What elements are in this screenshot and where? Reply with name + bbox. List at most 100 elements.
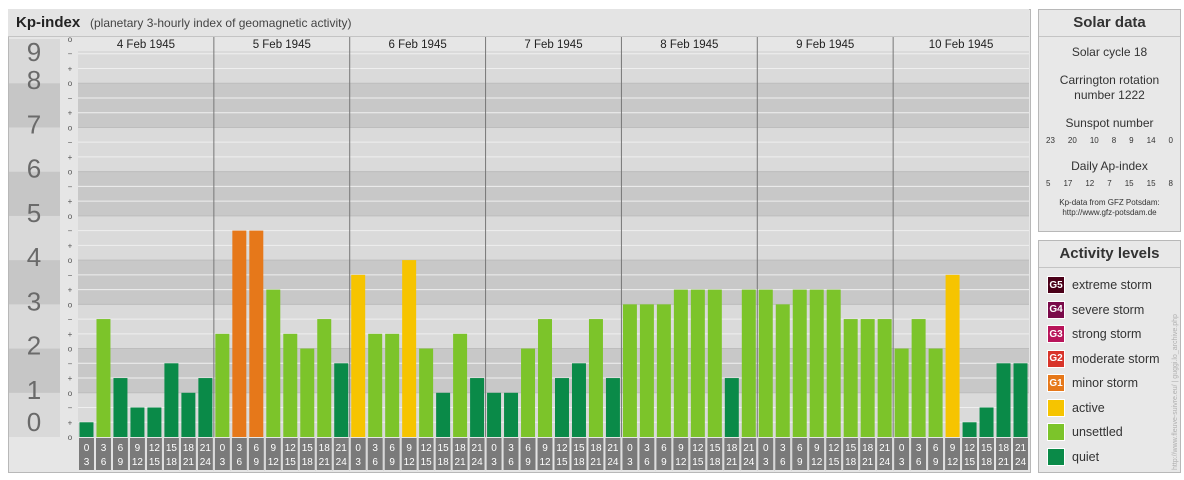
- interval-cell: [570, 437, 588, 471]
- activity-level-swatch: G4: [1047, 300, 1065, 319]
- interval-end-label: 6: [916, 457, 922, 468]
- y-tick-label: 9: [27, 37, 41, 67]
- interval-start-label: 18: [590, 443, 602, 454]
- y-tick-label: 3: [27, 286, 41, 316]
- interval-end-label: 24: [200, 457, 212, 468]
- interval-cell: [638, 437, 656, 471]
- interval-end-label: 12: [132, 457, 144, 468]
- interval-cell: [978, 437, 996, 471]
- day-label: 6 Feb 1945: [389, 39, 447, 51]
- interval-cell: [1012, 437, 1030, 471]
- kp-band: [78, 215, 1029, 261]
- kp-bar: [555, 378, 569, 437]
- solar-data-heading: Solar data: [1039, 10, 1180, 37]
- interval-end-label: 3: [627, 457, 633, 468]
- interval-cell: [213, 437, 231, 471]
- chart-title-bar: Kp-index (planetary 3-hourly index of ge…: [8, 9, 1029, 37]
- interval-start-label: 0: [899, 443, 905, 454]
- kp-bar: [351, 274, 366, 437]
- interval-start-label: 6: [933, 443, 939, 454]
- kp-band: [78, 127, 1029, 172]
- interval-cell: [502, 437, 520, 471]
- kp-bar: [911, 319, 926, 437]
- kp-bar: [792, 289, 807, 437]
- interval-start-label: 21: [200, 443, 212, 454]
- activity-level-label: active: [1072, 400, 1105, 415]
- kp-bar: [130, 407, 145, 437]
- kp-bar: [487, 392, 502, 437]
- interval-start-label: 3: [916, 443, 922, 454]
- kp-bar: [1013, 363, 1028, 437]
- activity-level-row: G2 moderate storm: [1047, 349, 1160, 369]
- interval-end-label: 24: [336, 457, 348, 468]
- y-subtick-plus: +: [68, 241, 73, 250]
- kp-bar: [215, 333, 230, 437]
- interval-start-label: 9: [950, 443, 956, 454]
- kp-bar: [436, 392, 451, 437]
- ap-value: 5: [1046, 179, 1051, 188]
- kp-bar: [334, 363, 349, 437]
- interval-start-label: 0: [84, 443, 90, 454]
- day-header-strip: [78, 37, 1029, 51]
- interval-cell: [451, 437, 469, 471]
- interval-start-label: 6: [254, 443, 260, 454]
- kp-bar: [962, 422, 977, 437]
- interval-start-label: 9: [542, 443, 548, 454]
- interval-end-label: 21: [862, 457, 874, 468]
- interval-cell: [400, 437, 418, 471]
- y-subtick-minus: −: [68, 404, 73, 413]
- interval-end-label: 18: [573, 457, 585, 468]
- y-tick-label: 2: [27, 331, 41, 361]
- activity-level-label: strong storm: [1072, 327, 1142, 341]
- interval-start-label: 18: [862, 443, 874, 454]
- interval-cell: [655, 437, 673, 471]
- y-subtick-minus: −: [68, 227, 73, 236]
- kp-bar: [79, 422, 94, 437]
- interval-end-label: 15: [556, 457, 568, 468]
- interval-start-label: 18: [319, 443, 331, 454]
- interval-cell: [315, 437, 333, 471]
- y-axis-band: [9, 39, 60, 84]
- interval-cell: [825, 437, 843, 471]
- interval-start-label: 6: [118, 443, 124, 454]
- interval-start-label: 3: [101, 443, 107, 454]
- kp-bar: [521, 348, 536, 437]
- interval-start-label: 9: [406, 443, 412, 454]
- interval-end-label: 6: [237, 457, 243, 468]
- interval-start-label: 6: [661, 443, 667, 454]
- interval-cell: [553, 437, 571, 471]
- interval-start-label: 12: [692, 443, 704, 454]
- interval-end-label: 9: [254, 457, 260, 468]
- interval-end-label: 9: [525, 457, 531, 468]
- kp-bar: [996, 363, 1011, 437]
- interval-end-label: 3: [491, 457, 497, 468]
- solar-cycle: Solar cycle 18: [1071, 45, 1148, 59]
- kp-bar: [385, 333, 400, 437]
- activity-level-swatch: [1047, 398, 1065, 417]
- interval-start-label: 21: [336, 443, 348, 454]
- kp-bar: [741, 289, 756, 437]
- interval-end-label: 3: [355, 457, 361, 468]
- interval-start-label: 3: [780, 443, 786, 454]
- kp-bar: [300, 348, 315, 437]
- interval-cell: [349, 437, 367, 471]
- day-label: 7 Feb 1945: [524, 39, 582, 51]
- interval-end-label: 24: [879, 457, 891, 468]
- interval-cell: [910, 437, 928, 471]
- chart-subtitle: (planetary 3-hourly index of geomagnetic…: [90, 16, 352, 30]
- interval-cell: [94, 437, 112, 471]
- interval-end-label: 9: [389, 457, 395, 468]
- kp-bar: [504, 392, 519, 437]
- y-subtick-o: o: [68, 79, 73, 88]
- kp-bar: [656, 304, 671, 437]
- interval-end-label: 21: [319, 457, 331, 468]
- interval-end-label: 15: [692, 457, 704, 468]
- kp-bar: [96, 319, 111, 437]
- activity-level-label: extreme storm: [1072, 278, 1152, 292]
- interval-end-label: 6: [508, 457, 514, 468]
- y-subtick-minus: −: [68, 182, 73, 191]
- kp-bar: [894, 348, 909, 437]
- interval-start-label: 0: [491, 443, 497, 454]
- interval-end-label: 18: [166, 457, 178, 468]
- kp-bar: [164, 363, 179, 437]
